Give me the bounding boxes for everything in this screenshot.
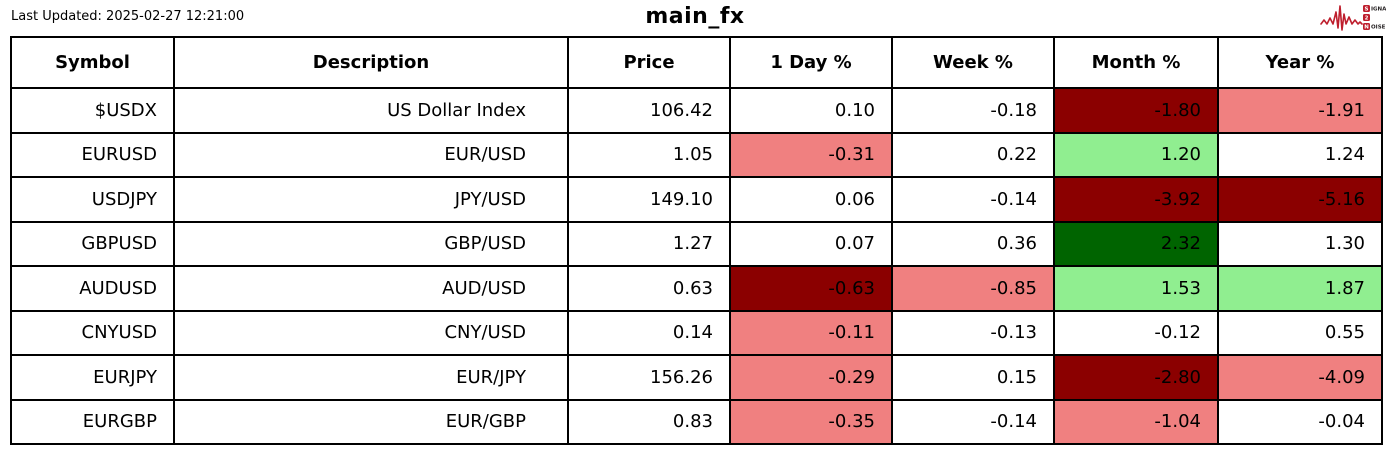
- week-pct-cell: 0.36: [891, 220, 1055, 267]
- year-pct-cell: 0.55: [1217, 309, 1383, 356]
- month-pct-cell: -3.92: [1053, 176, 1219, 223]
- week-pct-cell: 0.15: [891, 354, 1055, 401]
- column-header-week-pct: Week %: [891, 36, 1055, 89]
- symbol-cell: AUDUSD: [10, 265, 175, 312]
- price-cell: 0.63: [567, 265, 731, 312]
- week-pct-cell: 0.22: [891, 131, 1055, 178]
- ecg-waveform-icon: [1320, 5, 1363, 31]
- table-row: EURUSD EUR/USD 1.05 -0.31 0.22 1.20 1.24: [10, 131, 1383, 178]
- week-pct-cell: -0.14: [891, 398, 1055, 445]
- price-cell: 106.42: [567, 87, 731, 134]
- description-cell: GBP/USD: [173, 220, 569, 267]
- price-cell: 0.83: [567, 398, 731, 445]
- description-cell: EUR/USD: [173, 131, 569, 178]
- month-pct-cell: 1.20: [1053, 131, 1219, 178]
- year-pct-cell: -1.91: [1217, 87, 1383, 134]
- fx-table: Symbol Description Price 1 Day % Week % …: [10, 36, 1383, 445]
- table-row: USDJPY JPY/USD 149.10 0.06 -0.14 -3.92 -5.16: [10, 176, 1383, 223]
- year-pct-cell: 1.87: [1217, 265, 1383, 312]
- year-pct-cell: -0.04: [1217, 398, 1383, 445]
- month-pct-cell: 2.32: [1053, 220, 1219, 267]
- month-pct-cell: -1.04: [1053, 398, 1219, 445]
- symbol-cell: EURUSD: [10, 131, 175, 178]
- day-pct-cell: -0.31: [729, 131, 893, 178]
- symbol-cell: CNYUSD: [10, 309, 175, 356]
- day-pct-cell: -0.63: [729, 265, 893, 312]
- table-row: $USDX US Dollar Index 106.42 0.10 -0.18 -1.80…: [10, 87, 1383, 134]
- year-pct-cell: -4.09: [1217, 354, 1383, 401]
- logo-text-ignal: IGNAL: [1371, 7, 1386, 13]
- day-pct-cell: -0.35: [729, 398, 893, 445]
- table-row: EURGBP EUR/GBP 0.83 -0.35 -0.14 -1.04 -0.04: [10, 398, 1383, 445]
- column-header-year-pct: Year %: [1217, 36, 1383, 89]
- table-header-row: Symbol Description Price 1 Day % Week % …: [10, 36, 1383, 89]
- description-cell: EUR/GBP: [173, 398, 569, 445]
- symbol-cell: EURJPY: [10, 354, 175, 401]
- logo-badge-s: S: [1365, 7, 1369, 13]
- symbol-cell: GBPUSD: [10, 220, 175, 267]
- description-cell: US Dollar Index: [173, 87, 569, 134]
- table-row: GBPUSD GBP/USD 1.27 0.07 0.36 2.32 1.30: [10, 220, 1383, 267]
- table-row: AUDUSD AUD/USD 0.63 -0.63 -0.85 1.53 1.87: [10, 265, 1383, 312]
- week-pct-cell: -0.13: [891, 309, 1055, 356]
- description-cell: AUD/USD: [173, 265, 569, 312]
- month-pct-cell: -1.80: [1053, 87, 1219, 134]
- table-row: EURJPY EUR/JPY 156.26 -0.29 0.15 -2.80 -4.09: [10, 354, 1383, 401]
- week-pct-cell: -0.18: [891, 87, 1055, 134]
- day-pct-cell: 0.10: [729, 87, 893, 134]
- day-pct-cell: 0.06: [729, 176, 893, 223]
- symbol-cell: USDJPY: [10, 176, 175, 223]
- symbol-cell: EURGBP: [10, 398, 175, 445]
- day-pct-cell: -0.11: [729, 309, 893, 356]
- year-pct-cell: 1.30: [1217, 220, 1383, 267]
- logo-text: S IGNAL 2 N OISE: [1363, 5, 1386, 31]
- price-cell: 0.14: [567, 309, 731, 356]
- signal-2-noise-logo: S IGNAL 2 N OISE: [1320, 5, 1386, 31]
- year-pct-cell: -5.16: [1217, 176, 1383, 223]
- column-header-symbol: Symbol: [10, 36, 175, 89]
- day-pct-cell: 0.07: [729, 220, 893, 267]
- column-header-price: Price: [567, 36, 731, 89]
- month-pct-cell: -0.12: [1053, 309, 1219, 356]
- year-pct-cell: 1.24: [1217, 131, 1383, 178]
- symbol-cell: $USDX: [10, 87, 175, 134]
- logo-text-oise: OISE: [1371, 25, 1386, 31]
- column-header-month-pct: Month %: [1053, 36, 1219, 89]
- logo-badge-2: 2: [1365, 16, 1369, 22]
- week-pct-cell: -0.85: [891, 265, 1055, 312]
- description-cell: CNY/USD: [173, 309, 569, 356]
- week-pct-cell: -0.14: [891, 176, 1055, 223]
- price-cell: 1.27: [567, 220, 731, 267]
- column-header-description: Description: [173, 36, 569, 89]
- description-cell: EUR/JPY: [173, 354, 569, 401]
- description-cell: JPY/USD: [173, 176, 569, 223]
- page-title: main_fx: [645, 4, 745, 29]
- column-header-1-day-pct: 1 Day %: [729, 36, 893, 89]
- price-cell: 149.10: [567, 176, 731, 223]
- logo-badge-n: N: [1364, 25, 1369, 31]
- fx-table-body: $USDX US Dollar Index 106.42 0.10 -0.18 -1.80…: [10, 87, 1383, 445]
- table-row: CNYUSD CNY/USD 0.14 -0.11 -0.13 -0.12 0.55: [10, 309, 1383, 356]
- price-cell: 1.05: [567, 131, 731, 178]
- price-cell: 156.26: [567, 354, 731, 401]
- month-pct-cell: -2.80: [1053, 354, 1219, 401]
- last-updated-label: Last Updated: 2025-02-27 12:21:00: [11, 9, 245, 24]
- month-pct-cell: 1.53: [1053, 265, 1219, 312]
- day-pct-cell: -0.29: [729, 354, 893, 401]
